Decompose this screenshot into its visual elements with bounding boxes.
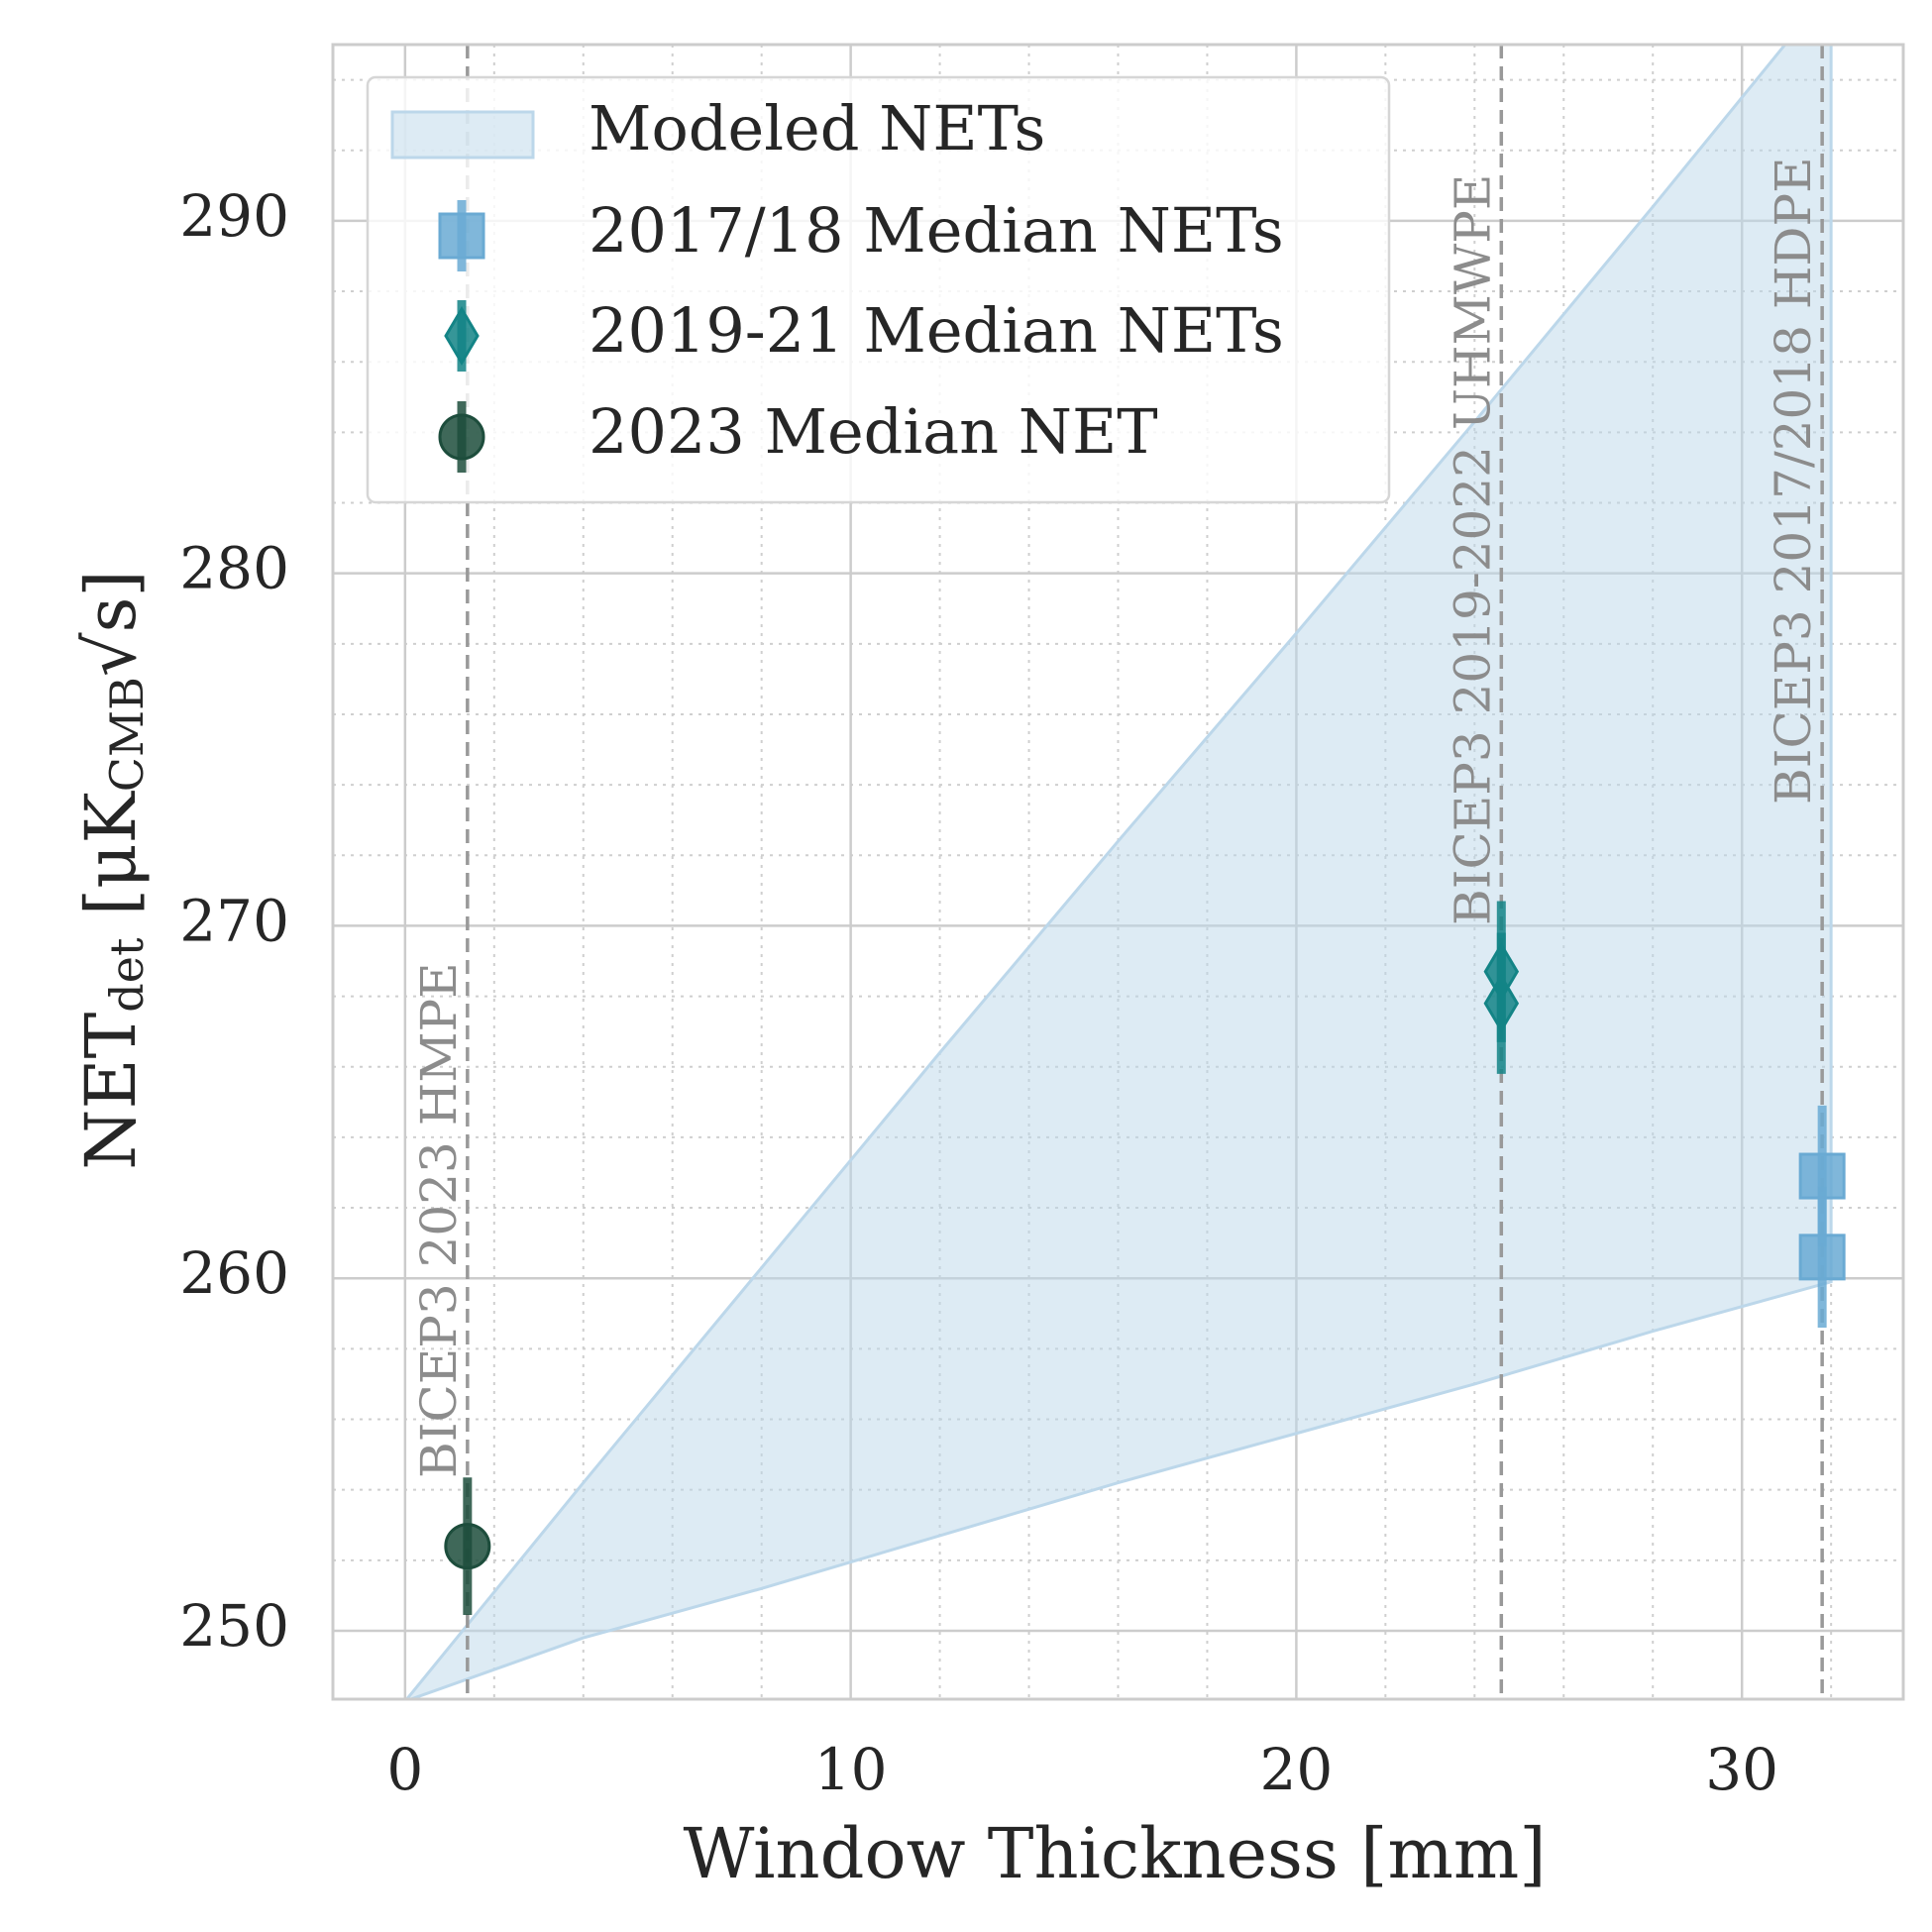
plot-area	[404, 45, 1833, 1699]
y-label-part: √s]	[70, 570, 152, 677]
legend-box	[366, 75, 1391, 504]
legend-label: 2023 Median NET	[589, 395, 1158, 468]
y-axis-label: NETdet [μKCMB√s]	[70, 570, 154, 1170]
plot-frame	[331, 43, 1905, 1701]
model-band	[404, 45, 1833, 1699]
y-tick-label: 280	[179, 535, 289, 602]
y-label-part: NET	[70, 1013, 152, 1170]
x-axis-label: Window Thickness [mm]	[683, 1813, 1546, 1894]
legend-marker	[444, 306, 480, 366]
legend-label: Modeled NETs	[589, 92, 1045, 164]
y-tick-label: 290	[179, 182, 289, 250]
annotation: BICEP3 2023 HMPE	[410, 962, 468, 1478]
legend-marker	[438, 413, 485, 461]
x-tick-label: 20	[1260, 1736, 1334, 1803]
x-tick-label: 0	[386, 1736, 423, 1803]
legend-marker	[438, 212, 485, 260]
y-label-part: [μK	[70, 791, 152, 938]
legend-swatch	[390, 110, 535, 160]
legend-label: 2017/18 Median NETs	[589, 194, 1284, 267]
y-tick-label: 270	[179, 887, 289, 954]
marker	[444, 1523, 491, 1570]
y-tick-label: 260	[179, 1239, 289, 1307]
marker	[1483, 973, 1520, 1033]
legend-label: 2019-21 Median NETs	[589, 294, 1284, 367]
x-tick-label: 10	[814, 1736, 888, 1803]
y-label-part: CMB	[100, 677, 154, 792]
annotation: BICEP3 2019-2022 UHMWPE	[1444, 174, 1501, 925]
marker	[1798, 1234, 1846, 1281]
x-tick-label: 30	[1705, 1736, 1778, 1803]
annotation: BICEP3 2017/2018 HDPE	[1765, 157, 1822, 805]
y-tick-label: 250	[179, 1592, 289, 1660]
y-label-part: det	[100, 937, 154, 1013]
